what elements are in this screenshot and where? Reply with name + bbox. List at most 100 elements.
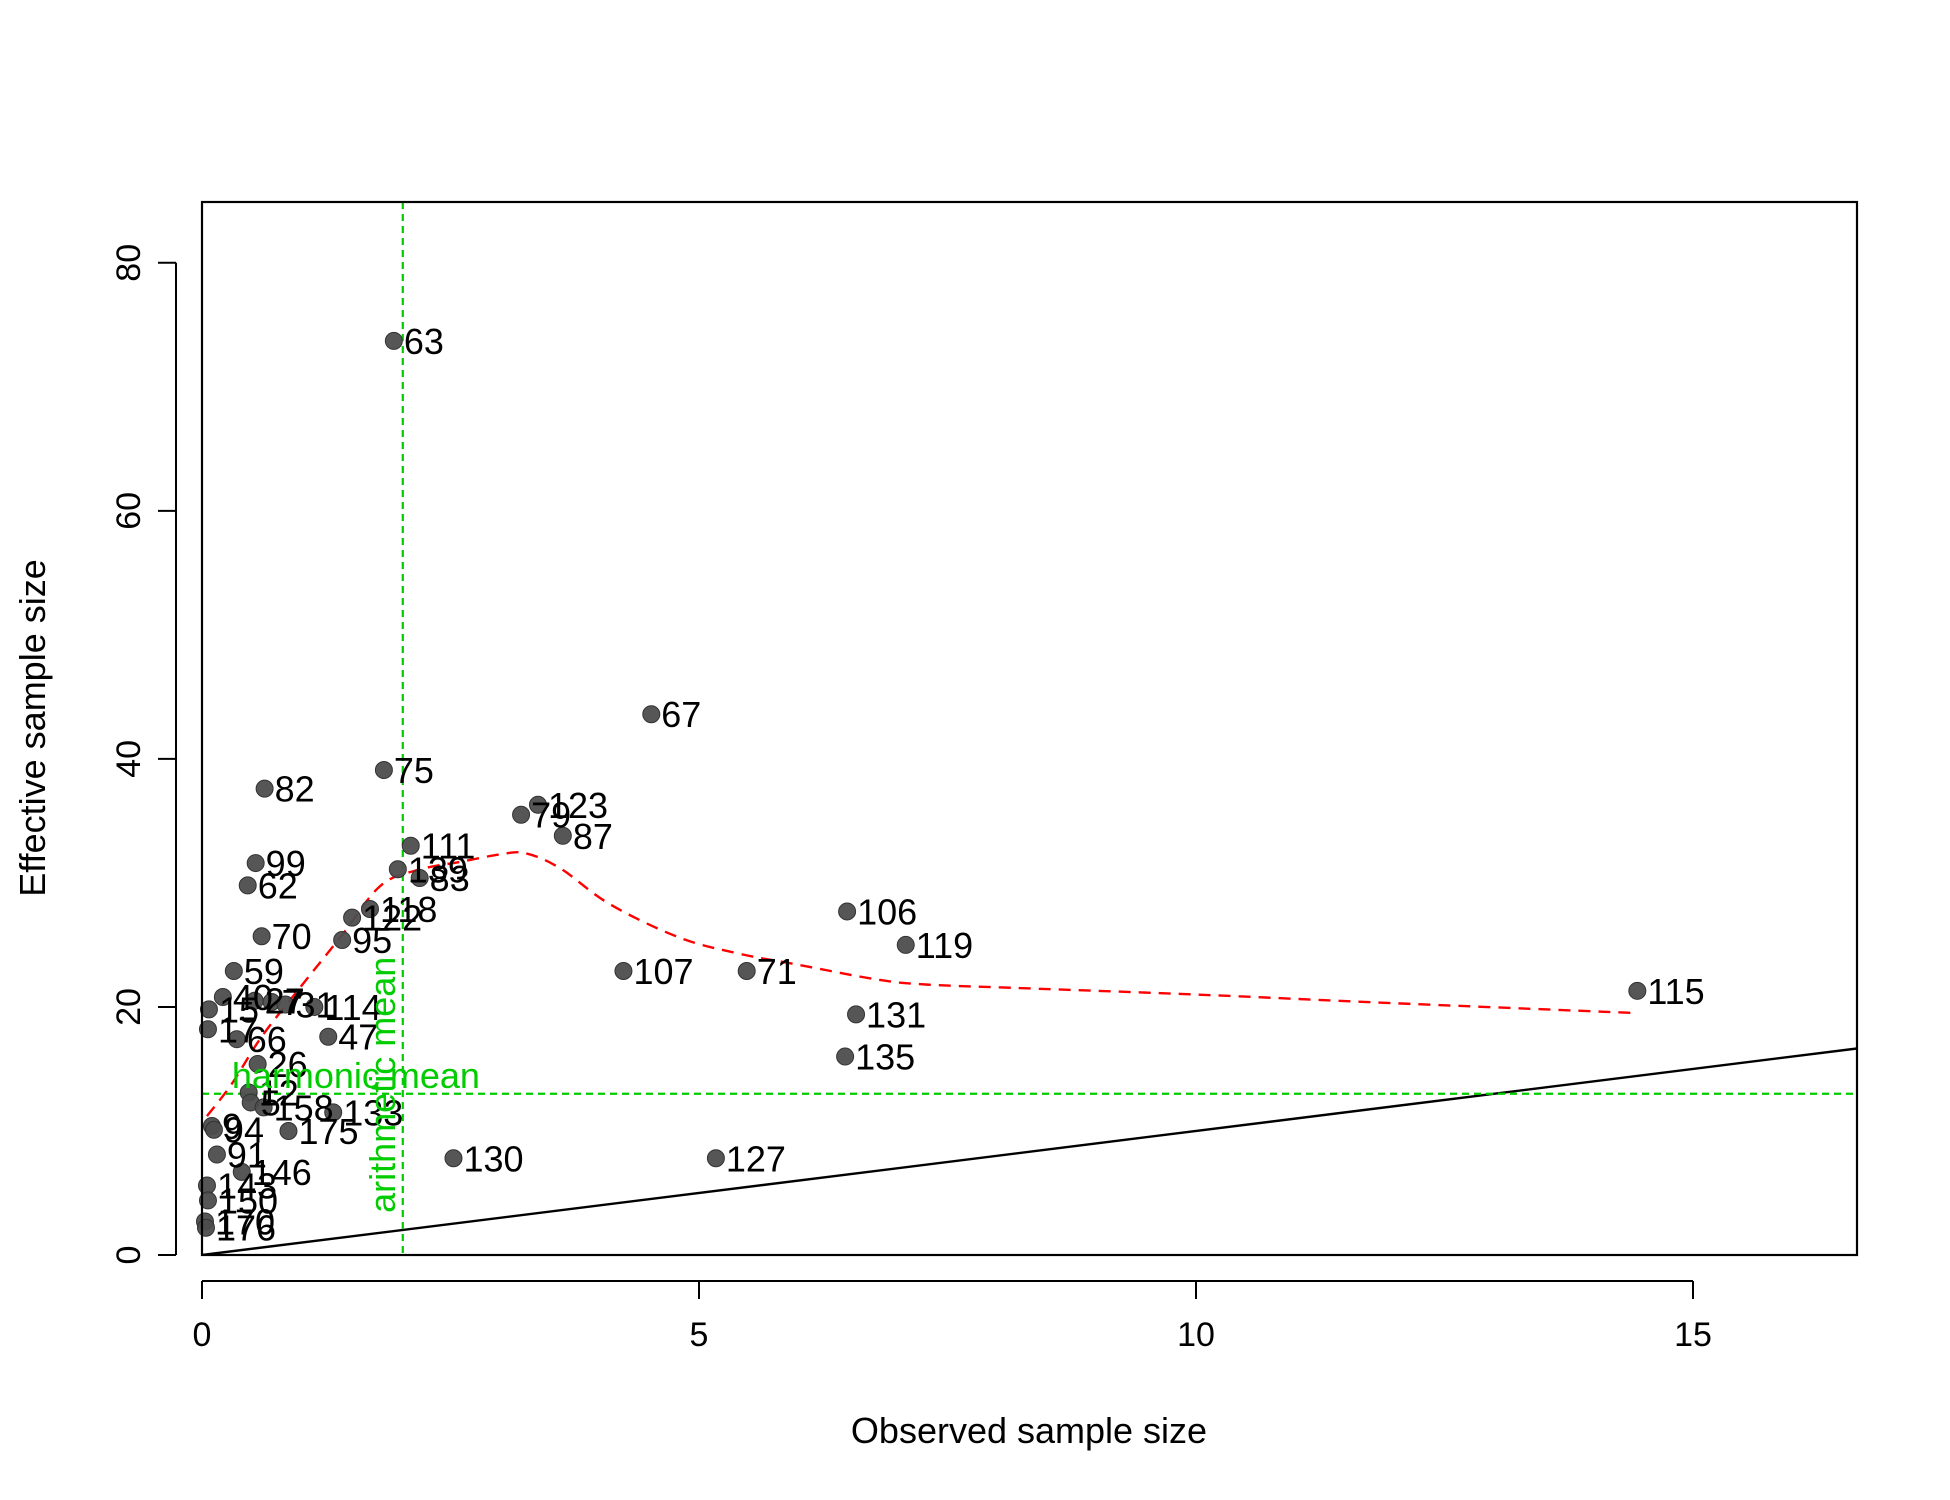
point-label-175: 175 (298, 1111, 358, 1152)
point-label-119: 119 (916, 925, 973, 966)
point-label-75: 75 (394, 750, 434, 791)
data-point-15 (199, 1000, 218, 1019)
point-label-118: 118 (380, 889, 437, 930)
point-label-7: 7 (282, 982, 302, 1023)
point-label-67: 67 (661, 694, 701, 735)
data-point-83 (410, 868, 429, 887)
point-label-131: 131 (866, 994, 926, 1035)
point-label-123: 123 (548, 785, 608, 826)
point-label-111: 111 (421, 826, 476, 867)
point-label-15: 15 (219, 989, 259, 1030)
point-label-27: 27 (265, 981, 305, 1022)
x-tick-label-10: 10 (1177, 1316, 1215, 1354)
y-tick-label-40: 40 (110, 740, 148, 778)
point-label-87: 87 (573, 816, 613, 857)
point-label-83: 83 (430, 858, 470, 899)
data-point-127 (706, 1149, 725, 1168)
point-label-99: 99 (266, 843, 306, 884)
point-label-122: 122 (362, 898, 422, 939)
data-point-106 (838, 902, 857, 921)
data-point-70 (252, 927, 271, 946)
x-tick-label-0: 0 (193, 1316, 212, 1354)
data-point-175 (279, 1121, 298, 1140)
data-point-150 (198, 1191, 217, 1210)
point-label-63: 63 (404, 321, 444, 362)
data-point-158 (254, 1098, 273, 1117)
point-label-133: 133 (343, 1092, 403, 1133)
data-point-119 (896, 935, 915, 954)
data-point-135 (836, 1047, 855, 1066)
point-label-158: 158 (274, 1087, 334, 1128)
plot-frame (200, 200, 1859, 1257)
point-label-114: 114 (324, 987, 381, 1028)
point-label-79: 79 (531, 795, 571, 836)
point-label-115: 115 (1647, 971, 1704, 1012)
data-point-59 (224, 961, 243, 980)
point-label-70: 70 (272, 916, 312, 957)
data-point-123 (528, 795, 547, 814)
data-point-99 (246, 854, 265, 873)
data-point-67 (642, 705, 661, 724)
y-tick-label-20: 20 (110, 988, 148, 1026)
point-label-95: 95 (352, 920, 392, 961)
point-label-94: 94 (224, 1110, 264, 1151)
data-point-118 (360, 899, 379, 918)
point-label-139: 139 (408, 849, 468, 890)
data-point-94 (204, 1120, 223, 1139)
point-label-71: 71 (757, 951, 797, 992)
point-label-12: 12 (259, 1073, 299, 1114)
data-point-82 (255, 779, 274, 798)
point-label-135: 135 (855, 1037, 915, 1078)
data-point-91 (207, 1145, 226, 1164)
data-point-115 (1628, 981, 1647, 1000)
data-point-71 (737, 961, 756, 980)
data-point-133 (324, 1103, 343, 1122)
point-label-91: 91 (227, 1135, 267, 1176)
data-point-47 (319, 1027, 338, 1046)
data-point-95 (333, 930, 352, 949)
data-point-63 (384, 331, 403, 350)
data-point-131 (847, 1005, 866, 1024)
y-tick-label-60: 60 (110, 492, 148, 530)
point-label-31: 31 (295, 984, 335, 1025)
data-point-40 (213, 988, 232, 1007)
point-label-26: 26 (268, 1044, 308, 1085)
point-label-143: 143 (217, 1166, 277, 1207)
data-point-176 (196, 1218, 215, 1237)
point-label-170: 170 (215, 1202, 275, 1243)
smooth-curve (206, 850, 1639, 1117)
point-label-107: 107 (633, 951, 693, 992)
point-label-59: 59 (244, 951, 284, 992)
y-tick-label-0: 0 (110, 1246, 148, 1265)
data-point-130 (444, 1149, 463, 1168)
data-point-107 (614, 961, 633, 980)
arithmetic-mean-label: arithmetic mean (362, 957, 403, 1213)
y-axis-title: Effective sample size (12, 559, 53, 896)
identity-line (202, 1047, 1857, 1255)
point-label-47: 47 (338, 1017, 378, 1058)
data-point-62 (238, 876, 257, 895)
x-axis-title: Observed sample size (851, 1410, 1207, 1451)
data-point-146 (232, 1162, 251, 1181)
point-label-127: 127 (726, 1138, 786, 1179)
point-label-146: 146 (252, 1152, 312, 1193)
harmonic-mean-label: harmonic mean (232, 1055, 480, 1096)
point-label-106: 106 (857, 891, 917, 932)
point-label-9: 9 (222, 1106, 242, 1147)
point-label-5: 5 (261, 1082, 281, 1123)
point-label-130: 130 (463, 1138, 523, 1179)
data-point-75 (374, 761, 393, 780)
point-label-150: 150 (218, 1180, 278, 1221)
data-point-17 (198, 1020, 217, 1039)
data-point-114 (305, 997, 324, 1016)
y-tick-label-80: 80 (110, 244, 148, 282)
data-point-87 (553, 826, 572, 845)
data-point-79 (512, 805, 531, 824)
x-tick-label-15: 15 (1674, 1316, 1712, 1354)
point-label-62: 62 (258, 865, 298, 906)
point-label-17: 17 (218, 1009, 258, 1050)
